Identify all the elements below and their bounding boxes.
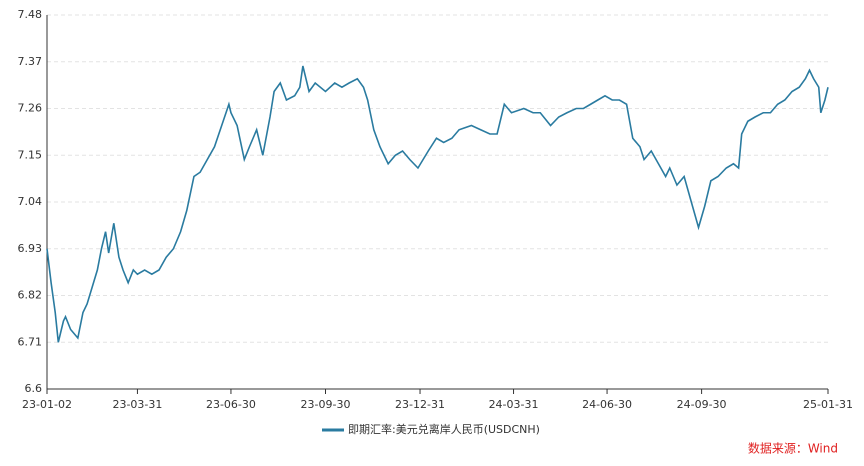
y-tick-label: 6.82 [18, 289, 43, 302]
x-tick-label: 24-06-30 [582, 398, 632, 411]
y-tick-label: 7.37 [18, 55, 43, 68]
y-tick-label: 6.71 [18, 335, 43, 348]
y-tick-label: 7.26 [18, 102, 43, 115]
x-tick-label: 23-01-02 [22, 398, 72, 411]
y-tick-label: 7.15 [18, 148, 43, 161]
x-tick-label: 23-09-30 [301, 398, 351, 411]
x-tick-label: 23-12-31 [395, 398, 445, 411]
source-note: 数据来源：Wind [748, 441, 838, 456]
y-tick-label: 7.04 [18, 195, 43, 208]
x-tick-label: 23-06-30 [206, 398, 256, 411]
y-tick-label: 7.48 [18, 8, 43, 21]
line-series [46, 65, 829, 343]
x-tick-label: 23-03-31 [112, 398, 162, 411]
x-tick-label: 24-03-31 [489, 398, 539, 411]
x-tick-label: 24-09-30 [677, 398, 727, 411]
y-tick-label: 6.6 [25, 382, 43, 395]
x-tick-label: 25-01-31 [803, 398, 853, 411]
legend-label: 即期汇率:美元兑离岸人民币(USDCNH) [348, 422, 540, 436]
y-tick-label: 6.93 [18, 242, 43, 255]
